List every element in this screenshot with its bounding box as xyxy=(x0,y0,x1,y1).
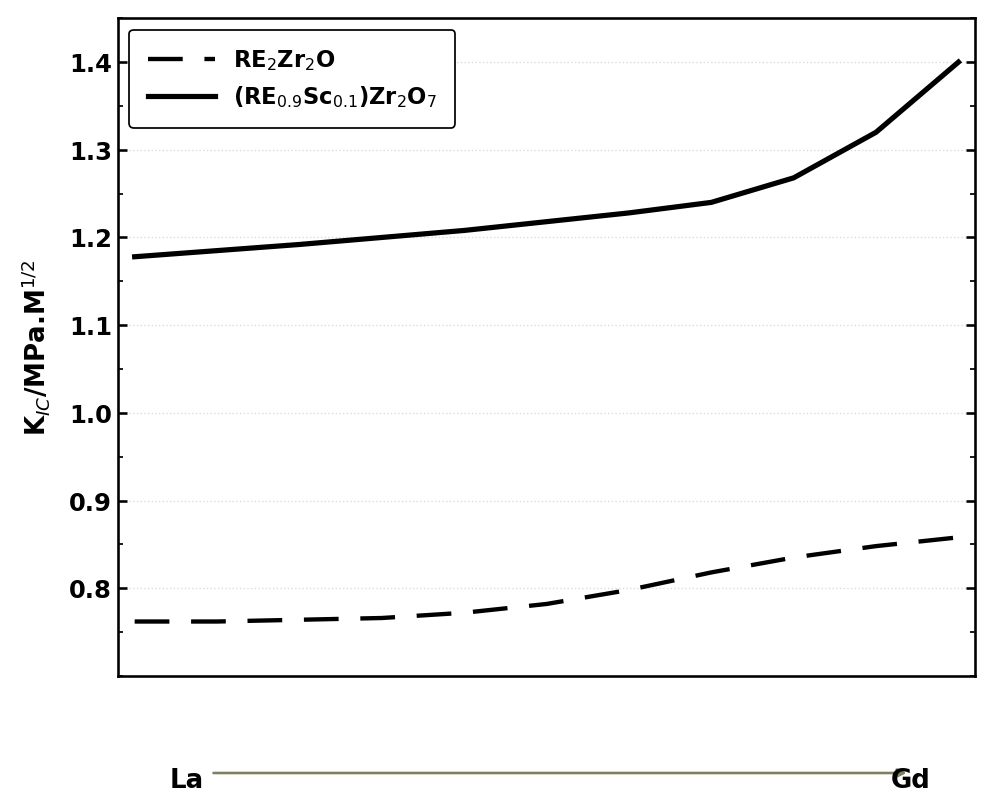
(RE$_{0.9}$Sc$_{0.1}$)Zr$_2$O$_7$ xyxy=(541,217,553,227)
(RE$_{0.9}$Sc$_{0.1}$)Zr$_2$O$_7$ xyxy=(870,127,882,137)
(RE$_{0.9}$Sc$_{0.1}$)Zr$_2$O$_7$ xyxy=(129,253,141,262)
RE$_2$Zr$_2$O xyxy=(129,617,141,627)
(RE$_{0.9}$Sc$_{0.1}$)Zr$_2$O$_7$ xyxy=(788,173,800,183)
(RE$_{0.9}$Sc$_{0.1}$)Zr$_2$O$_7$ xyxy=(293,240,305,250)
RE$_2$Zr$_2$O xyxy=(541,599,553,609)
RE$_2$Zr$_2$O xyxy=(952,533,964,542)
(RE$_{0.9}$Sc$_{0.1}$)Zr$_2$O$_7$ xyxy=(458,226,470,235)
RE$_2$Zr$_2$O xyxy=(788,553,800,563)
(RE$_{0.9}$Sc$_{0.1}$)Zr$_2$O$_7$ xyxy=(705,198,717,208)
RE$_2$Zr$_2$O xyxy=(211,617,223,627)
Legend: RE$_2$Zr$_2$O, (RE$_{0.9}$Sc$_{0.1}$)Zr$_2$O$_7$: RE$_2$Zr$_2$O, (RE$_{0.9}$Sc$_{0.1}$)Zr$… xyxy=(129,30,455,128)
(RE$_{0.9}$Sc$_{0.1}$)Zr$_2$O$_7$ xyxy=(211,246,223,256)
RE$_2$Zr$_2$O xyxy=(293,615,305,624)
Text: La: La xyxy=(170,767,204,793)
(RE$_{0.9}$Sc$_{0.1}$)Zr$_2$O$_7$ xyxy=(376,233,388,243)
Line: RE$_2$Zr$_2$O: RE$_2$Zr$_2$O xyxy=(135,538,958,622)
(RE$_{0.9}$Sc$_{0.1}$)Zr$_2$O$_7$ xyxy=(623,209,635,218)
(RE$_{0.9}$Sc$_{0.1}$)Zr$_2$O$_7$ xyxy=(952,58,964,67)
RE$_2$Zr$_2$O xyxy=(623,585,635,595)
RE$_2$Zr$_2$O xyxy=(870,542,882,551)
RE$_2$Zr$_2$O xyxy=(376,613,388,623)
RE$_2$Zr$_2$O xyxy=(458,608,470,618)
Text: Gd: Gd xyxy=(890,767,930,793)
Line: (RE$_{0.9}$Sc$_{0.1}$)Zr$_2$O$_7$: (RE$_{0.9}$Sc$_{0.1}$)Zr$_2$O$_7$ xyxy=(135,63,958,257)
Y-axis label: K$_{IC}$/MPa.M$^{1/2}$: K$_{IC}$/MPa.M$^{1/2}$ xyxy=(19,259,52,435)
RE$_2$Zr$_2$O xyxy=(705,568,717,577)
